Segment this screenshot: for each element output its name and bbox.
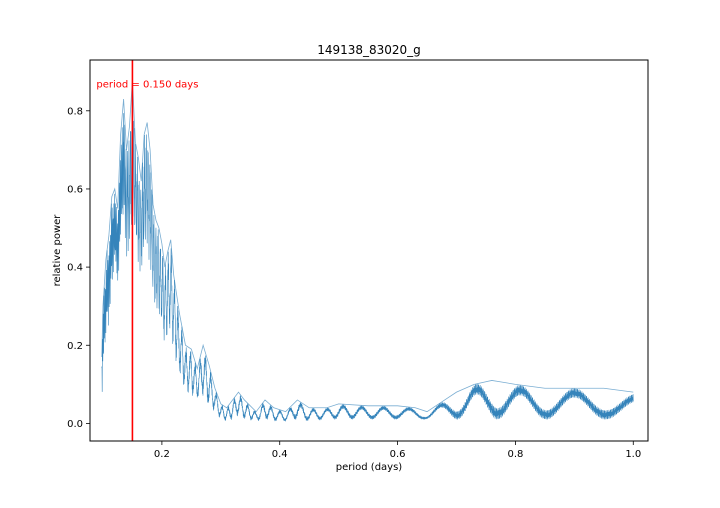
x-axis-ticks: 0.2 0.4 0.6 0.8 1.0 bbox=[154, 441, 641, 460]
y-tick-label: 0.6 bbox=[67, 184, 83, 195]
y-tick-label: 0.8 bbox=[67, 106, 83, 117]
y-axis-ticks: 0.0 0.2 0.4 0.6 0.8 bbox=[67, 106, 90, 430]
axes-frame bbox=[89, 59, 649, 442]
data-layer bbox=[101, 79, 634, 422]
annotation-layer: period = 0.150 days bbox=[96, 60, 198, 441]
periodogram-trace-0 bbox=[101, 87, 634, 422]
y-tick-label: 0.4 bbox=[67, 263, 83, 274]
x-tick-label: 0.8 bbox=[507, 449, 523, 460]
chart-title: 149138_83020_g bbox=[317, 43, 421, 57]
y-tick-label: 0.2 bbox=[67, 341, 83, 352]
periodogram-upper-envelope-0 bbox=[101, 79, 634, 413]
period-marker-label: period = 0.150 days bbox=[96, 79, 198, 90]
y-axis-label: relative power bbox=[52, 214, 63, 287]
x-tick-label: 0.6 bbox=[390, 449, 406, 460]
x-tick-label: 0.2 bbox=[154, 449, 170, 460]
x-axis-label: period (days) bbox=[336, 462, 403, 473]
y-tick-label: 0.0 bbox=[67, 419, 83, 430]
x-tick-label: 0.4 bbox=[272, 449, 288, 460]
x-tick-label: 1.0 bbox=[625, 449, 641, 460]
